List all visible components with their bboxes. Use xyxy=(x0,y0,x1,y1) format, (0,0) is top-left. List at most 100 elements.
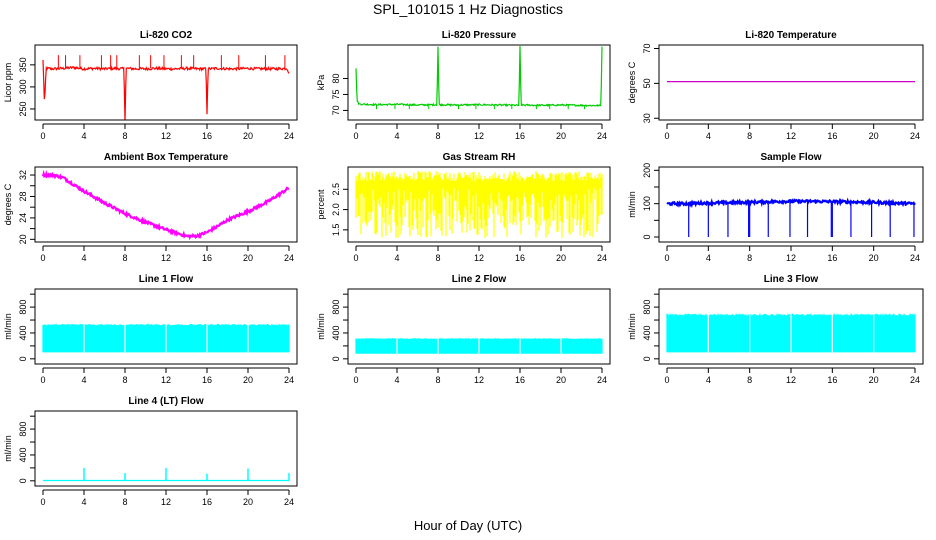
panel-title: Li-820 CO2 xyxy=(140,30,193,41)
y-tick-label: 200 xyxy=(642,163,652,178)
x-tick-label: 16 xyxy=(202,253,212,263)
x-tick-label: 24 xyxy=(597,253,607,263)
plot-frame xyxy=(34,44,298,121)
x-tick-label: 16 xyxy=(202,497,212,507)
x-tick-label: 24 xyxy=(910,375,920,385)
y-tick-label: 0 xyxy=(18,356,28,361)
x-tick-label: 12 xyxy=(161,497,171,507)
panel-title: Line 1 Flow xyxy=(139,274,194,285)
x-tick-label: 0 xyxy=(40,497,45,507)
y-tick-label: 75 xyxy=(331,89,341,99)
y-axis-label: ml/min xyxy=(3,313,13,340)
x-tick-label: 0 xyxy=(353,375,358,385)
y-tick-label: 100 xyxy=(642,196,652,211)
x-tick-label: 0 xyxy=(40,375,45,385)
y-tick-label: 2.5 xyxy=(331,183,341,196)
x-tick-label: 12 xyxy=(786,253,796,263)
series-data xyxy=(42,55,290,120)
y-tick-label: 30 xyxy=(642,113,652,123)
x-tick-label: 16 xyxy=(827,375,837,385)
x-tick-label: 8 xyxy=(122,375,127,385)
x-tick-label: 20 xyxy=(556,375,566,385)
plot-panel-6: Sample Flow ml/min 0 100 200 0 4 8 12 16 20 24 xyxy=(627,152,924,263)
y-tick-label: 800 xyxy=(18,300,28,315)
x-tick-label: 4 xyxy=(394,253,399,263)
x-tick-label: 20 xyxy=(556,253,566,263)
panel-title: Sample Flow xyxy=(760,152,821,163)
x-tick-label: 24 xyxy=(284,131,294,141)
y-axis-label: ml/min xyxy=(316,313,326,340)
x-tick-label: 12 xyxy=(161,375,171,385)
x-tick-label: 8 xyxy=(122,131,127,141)
plot-frame xyxy=(658,166,924,243)
panel-title: Ambient Box Temperature xyxy=(104,152,229,163)
x-tick-label: 24 xyxy=(910,131,920,141)
x-tick-label: 4 xyxy=(81,375,86,385)
plot-panel-10: Line 4 (LT) Flow ml/min 0 400 800 0 4 8 12 16 20 24 xyxy=(3,396,298,507)
y-tick-label: 70 xyxy=(642,43,652,53)
series-data xyxy=(43,467,290,482)
x-tick-label: 20 xyxy=(869,131,879,141)
y-tick-label: 800 xyxy=(331,300,341,315)
plot-panel-7: Line 1 Flow ml/min 0 400 800 0 4 8 12 16 20 24 xyxy=(3,274,298,385)
plot-frame xyxy=(347,44,611,121)
series-data xyxy=(355,171,603,238)
x-tick-label: 12 xyxy=(474,375,484,385)
series-line xyxy=(41,169,290,241)
x-tick-label: 12 xyxy=(786,375,796,385)
x-tick-label: 8 xyxy=(435,131,440,141)
y-axis-label: Licor ppm xyxy=(3,63,13,103)
series-data xyxy=(41,169,290,241)
plot-panel-9: Line 3 Flow ml/min 0 400 800 0 4 8 12 16 20 24 xyxy=(627,274,924,385)
x-tick-label: 4 xyxy=(394,131,399,141)
x-tick-label: 8 xyxy=(435,253,440,263)
x-tick-label: 4 xyxy=(706,131,711,141)
x-tick-label: 0 xyxy=(353,253,358,263)
x-tick-label: 24 xyxy=(910,253,920,263)
figure-title: SPL_101015 1 Hz Diagnostics xyxy=(373,1,563,17)
x-tick-label: 4 xyxy=(706,253,711,263)
x-tick-label: 4 xyxy=(394,375,399,385)
y-tick-label: 300 xyxy=(18,79,28,94)
series-data xyxy=(666,197,916,237)
x-tick-label: 16 xyxy=(827,253,837,263)
y-tick-label: 250 xyxy=(18,101,28,116)
x-tick-label: 8 xyxy=(747,375,752,385)
x-tick-label: 0 xyxy=(40,253,45,263)
y-tick-label: 0 xyxy=(18,478,28,483)
x-tick-label: 12 xyxy=(474,131,484,141)
series-data xyxy=(42,323,290,353)
x-tick-label: 8 xyxy=(122,497,127,507)
plot-panel-4: Ambient Box Temperature degrees C 20 24 28 32… xyxy=(3,152,298,263)
figure-xlabel: Hour of Day (UTC) xyxy=(413,518,523,533)
x-tick-label: 8 xyxy=(747,131,752,141)
series-data xyxy=(666,313,916,353)
x-tick-label: 20 xyxy=(869,375,879,385)
plot-frame xyxy=(347,288,611,365)
x-tick-label: 0 xyxy=(40,131,45,141)
x-tick-label: 4 xyxy=(81,131,86,141)
y-tick-label: 800 xyxy=(18,422,28,437)
series-data xyxy=(355,338,603,354)
x-tick-label: 4 xyxy=(706,375,711,385)
y-axis-label: degrees C xyxy=(627,61,637,103)
y-axis-label: degrees C xyxy=(3,183,13,225)
series-line xyxy=(355,45,603,108)
x-tick-label: 16 xyxy=(827,131,837,141)
plot-panel-3: Li-820 Temperature degrees C 30 50 70 0 4 8 12 16… xyxy=(627,30,924,141)
plot-frame xyxy=(658,44,924,121)
x-tick-label: 8 xyxy=(435,375,440,385)
x-tick-label: 16 xyxy=(515,253,525,263)
x-tick-label: 8 xyxy=(122,253,127,263)
panel-title: Line 3 Flow xyxy=(764,274,819,285)
plot-panel-8: Line 2 Flow ml/min 0 400 800 0 4 8 12 16 20 24 xyxy=(316,274,611,385)
x-tick-label: 16 xyxy=(515,131,525,141)
y-axis-label: ml/min xyxy=(627,313,637,340)
y-tick-label: 0 xyxy=(331,356,341,361)
x-tick-label: 16 xyxy=(202,131,212,141)
x-tick-label: 16 xyxy=(202,375,212,385)
x-tick-label: 20 xyxy=(869,253,879,263)
plot-panel-2: Li-820 Pressure kPa 70 75 80 0 4 8 12 16 20 24 xyxy=(316,30,611,141)
plot-frame xyxy=(34,288,298,365)
